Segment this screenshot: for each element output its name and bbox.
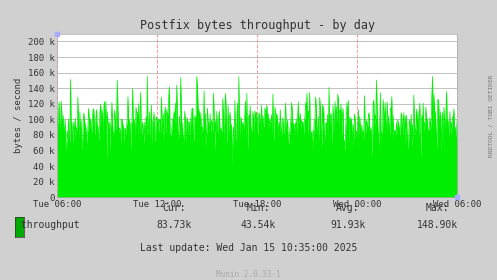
Text: 91.93k: 91.93k	[331, 220, 365, 230]
Text: Avg:: Avg:	[336, 203, 360, 213]
Text: Cur:: Cur:	[162, 203, 186, 213]
Y-axis label: bytes / second: bytes / second	[14, 78, 23, 153]
Text: Munin 2.0.33-1: Munin 2.0.33-1	[216, 270, 281, 279]
Text: throughput: throughput	[15, 220, 80, 230]
Text: RRDTOOL / TOBI OETIKER: RRDTOOL / TOBI OETIKER	[489, 74, 494, 157]
Text: Max:: Max:	[425, 203, 449, 213]
Text: Min:: Min:	[247, 203, 270, 213]
Text: 43.54k: 43.54k	[241, 220, 276, 230]
Title: Postfix bytes throughput - by day: Postfix bytes throughput - by day	[140, 19, 375, 32]
Text: 148.90k: 148.90k	[417, 220, 458, 230]
Text: 83.73k: 83.73k	[157, 220, 191, 230]
Text: Last update: Wed Jan 15 10:35:00 2025: Last update: Wed Jan 15 10:35:00 2025	[140, 242, 357, 253]
